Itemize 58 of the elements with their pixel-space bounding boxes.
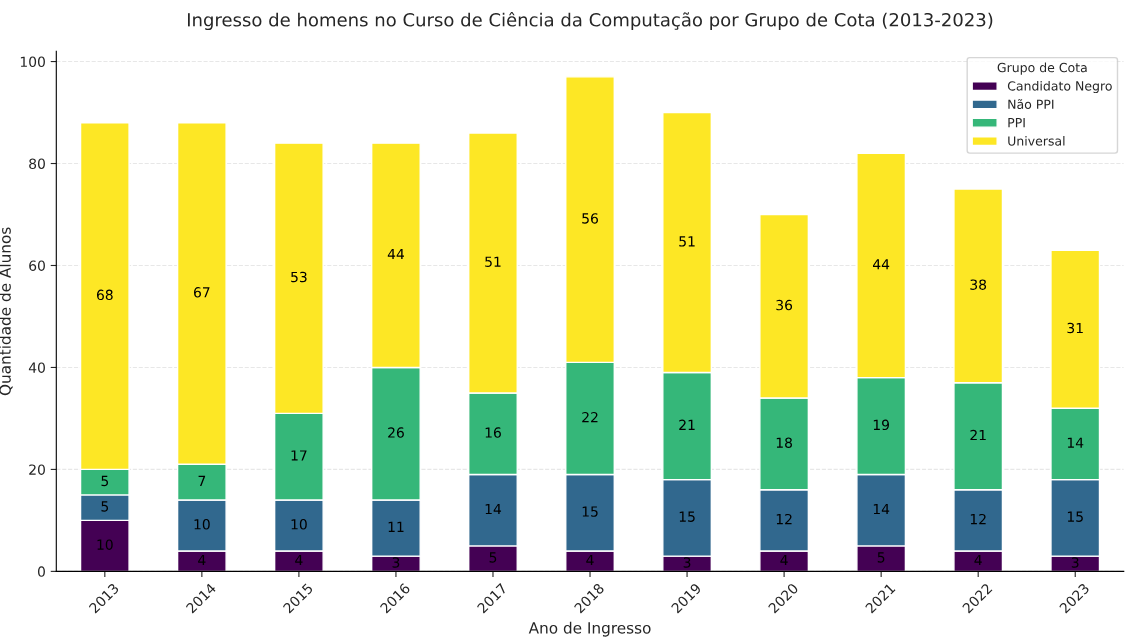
data-label: 14 — [1067, 437, 1084, 448]
data-label: 3 — [1071, 557, 1079, 568]
data-label: 5 — [101, 475, 109, 487]
data-label: 38 — [970, 279, 987, 290]
data-label: 16 — [485, 427, 501, 438]
y-tick-label: 100 — [20, 56, 45, 68]
data-label: 51 — [679, 236, 695, 247]
data-label: 19 — [873, 419, 890, 431]
legend-label: Universal — [1008, 136, 1065, 146]
data-label: 12 — [776, 513, 792, 525]
data-label: 5 — [101, 501, 109, 512]
data-label: 68 — [96, 289, 113, 301]
data-label: 15 — [1067, 511, 1083, 522]
data-label: 31 — [1067, 322, 1083, 334]
legend-title: Grupo de Cota — [997, 62, 1087, 75]
chart-title: Ingresso de homens no Curso de Ciência da Computação por Grupo de Cota (2013-2023) — [187, 11, 993, 31]
data-label: 7 — [198, 475, 206, 486]
data-label: 4 — [780, 554, 788, 566]
data-label: 21 — [679, 419, 695, 430]
data-label: 14 — [873, 503, 890, 515]
data-label: 10 — [97, 539, 113, 550]
data-label: 14 — [485, 503, 502, 515]
data-label: 4 — [295, 554, 303, 566]
data-label: 67 — [193, 287, 210, 298]
data-label: 5 — [877, 552, 885, 563]
x-axis-title: Ano de Ingresso — [528, 621, 651, 637]
data-label: 26 — [388, 427, 404, 438]
data-label: 5 — [489, 552, 497, 563]
data-label: 51 — [485, 256, 501, 267]
data-label: 15 — [679, 511, 695, 522]
data-label: 4 — [586, 554, 594, 566]
data-label: 21 — [970, 429, 986, 441]
y-tick-label: 60 — [29, 260, 45, 271]
data-label: 4 — [198, 554, 206, 566]
data-label: 44 — [387, 249, 404, 260]
data-label: 18 — [776, 437, 792, 448]
y-axis-title: Quantidade de Alunos — [0, 227, 13, 396]
data-label: 4 — [974, 554, 982, 566]
data-label: 53 — [291, 271, 307, 283]
y-tick-label: 80 — [29, 158, 45, 169]
legend-label: Candidato Negro — [1007, 80, 1112, 94]
data-label: 44 — [872, 259, 890, 270]
y-tick-label: 0 — [37, 566, 45, 577]
y-tick-label: 20 — [29, 464, 45, 475]
data-label: 36 — [776, 299, 793, 311]
data-label: 3 — [392, 557, 400, 568]
data-label: 56 — [582, 213, 598, 224]
y-tick-label: 40 — [28, 362, 45, 373]
data-label: 3 — [683, 557, 691, 568]
data-label: 10 — [194, 519, 210, 530]
legend-label: Não PPI — [1008, 99, 1054, 109]
data-label: 12 — [970, 513, 986, 525]
data-label: 22 — [582, 411, 598, 423]
data-label: 10 — [291, 519, 307, 530]
legend-label: PPI — [1008, 118, 1025, 128]
data-label: 15 — [582, 506, 598, 517]
data-label: 11 — [388, 521, 404, 532]
data-label: 17 — [291, 450, 307, 461]
